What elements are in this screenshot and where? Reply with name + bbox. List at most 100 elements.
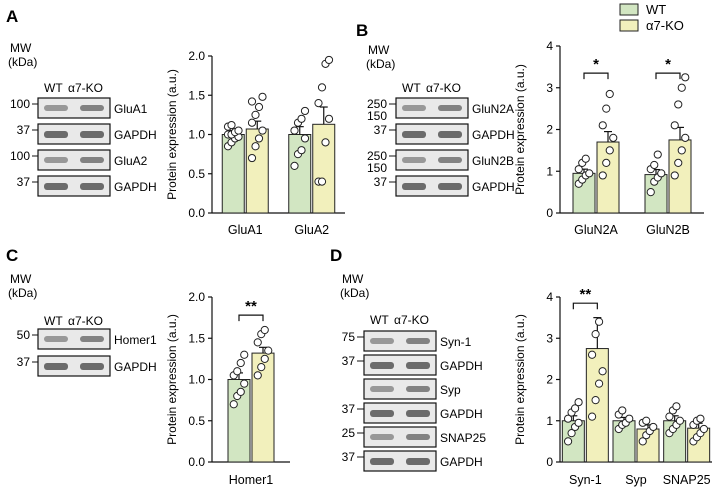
- panel-letter: A: [6, 7, 18, 26]
- blot-protein-label: GluA2: [114, 154, 148, 168]
- data-point: [642, 416, 651, 425]
- bar-group: GluA2: [288, 55, 336, 237]
- data-point: [229, 400, 238, 409]
- data-point: [563, 437, 573, 446]
- mw-label: MW: [10, 272, 32, 286]
- y-axis-label: Protein expression (a.u.): [513, 314, 527, 445]
- blot-band: [438, 157, 462, 163]
- mw-marker: 250: [367, 97, 387, 111]
- mw-marker: 25: [342, 426, 356, 440]
- data-point: [233, 367, 242, 376]
- mw-marker: 150: [367, 161, 387, 175]
- blot-panel-d: DMW(kDa)WT α7-KO 75 Syn-1 37 GAPDH Syp 37 GAPDH 2…: [330, 246, 486, 472]
- data-point: [227, 120, 236, 130]
- data-point: [236, 387, 245, 396]
- data-point: [677, 146, 686, 155]
- bracket-line: [238, 314, 264, 322]
- data-point: [605, 146, 614, 155]
- x-category-label: GluN2A: [574, 223, 618, 237]
- data-point: [677, 83, 686, 92]
- y-tick-label: 1.5: [188, 88, 205, 102]
- blot-protein-label: GluN2A: [472, 102, 514, 116]
- blot-protein-label: SNAP25: [440, 431, 486, 445]
- mw-unit-label: (kDa): [8, 286, 37, 300]
- blot-band: [438, 105, 462, 111]
- data-point: [598, 121, 607, 130]
- blot-band: [406, 362, 430, 369]
- mw-label: MW: [10, 41, 32, 55]
- blot-band: [406, 458, 430, 465]
- y-tick-label: 0.5: [188, 414, 205, 428]
- x-category-label: Homer1: [229, 473, 274, 487]
- bar-wt: [288, 134, 312, 214]
- blot-protein-label: GAPDH: [440, 359, 483, 373]
- data-point: [264, 346, 273, 355]
- blot-band: [406, 410, 430, 417]
- blot-image: [37, 175, 111, 197]
- y-tick-label: 2: [546, 373, 553, 387]
- data-point: [260, 325, 269, 335]
- blot-band: [80, 105, 104, 111]
- y-tick-label: 4: [546, 39, 553, 53]
- y-tick-label: 1: [546, 414, 553, 428]
- data-point: [574, 165, 583, 174]
- data-point: [675, 416, 685, 425]
- y-tick-label: 1: [546, 164, 553, 178]
- blot-row: 100 GluA1: [10, 97, 148, 119]
- blot-band: [370, 434, 394, 440]
- data-point: [670, 171, 679, 180]
- data-point: [254, 134, 264, 143]
- data-point: [587, 350, 597, 359]
- blot-image: [363, 378, 437, 400]
- data-point: [260, 354, 269, 363]
- blot-image: [37, 355, 111, 377]
- blot-row: 37 GAPDH: [17, 355, 157, 377]
- data-point: [591, 396, 600, 405]
- data-point: [258, 92, 267, 101]
- significance-label: **: [245, 298, 257, 315]
- data-point: [574, 398, 583, 407]
- mw-marker: 50: [17, 328, 31, 342]
- lane-label-wt: WT: [402, 81, 421, 95]
- data-point: [618, 406, 627, 415]
- blot-row: 100 GluA2: [10, 149, 148, 171]
- blot-protein-label: Syn-1: [440, 335, 472, 349]
- significance-bracket: *: [583, 56, 609, 80]
- blot-band: [44, 183, 68, 190]
- data-point: [591, 330, 600, 339]
- data-point: [670, 121, 679, 130]
- mw-label: MW: [342, 272, 364, 286]
- bracket-line: [655, 72, 681, 80]
- data-point: [598, 171, 607, 180]
- mw-marker: 100: [10, 97, 30, 111]
- x-category-label: GluA1: [228, 223, 263, 237]
- blot-band: [80, 131, 104, 138]
- data-point: [681, 73, 690, 82]
- data-point: [247, 118, 257, 127]
- blot-row: 50 Homer1: [17, 328, 157, 350]
- data-point: [254, 102, 264, 112]
- data-point: [674, 158, 683, 167]
- blot-protein-label: GAPDH: [472, 180, 515, 194]
- bracket-line: [583, 72, 609, 80]
- data-point: [649, 422, 658, 432]
- panel-letter: B: [356, 21, 368, 40]
- blot-band: [406, 386, 430, 392]
- blot-image: [37, 149, 111, 171]
- bar-group: Homer1: [227, 325, 275, 487]
- lane-label-wt: WT: [370, 313, 389, 327]
- y-tick-label: 3: [546, 331, 553, 345]
- mw-marker: 37: [374, 175, 388, 189]
- data-point: [699, 424, 709, 434]
- blot-row: 37 GAPDH: [374, 123, 515, 145]
- significance-bracket: **: [238, 298, 264, 322]
- data-point: [594, 379, 604, 388]
- blot-band: [402, 131, 426, 138]
- data-point: [585, 169, 594, 178]
- x-category-label: Syn-1: [569, 473, 602, 487]
- y-tick-label: 3: [546, 81, 553, 95]
- blot-image: [37, 97, 111, 119]
- data-point: [324, 114, 334, 123]
